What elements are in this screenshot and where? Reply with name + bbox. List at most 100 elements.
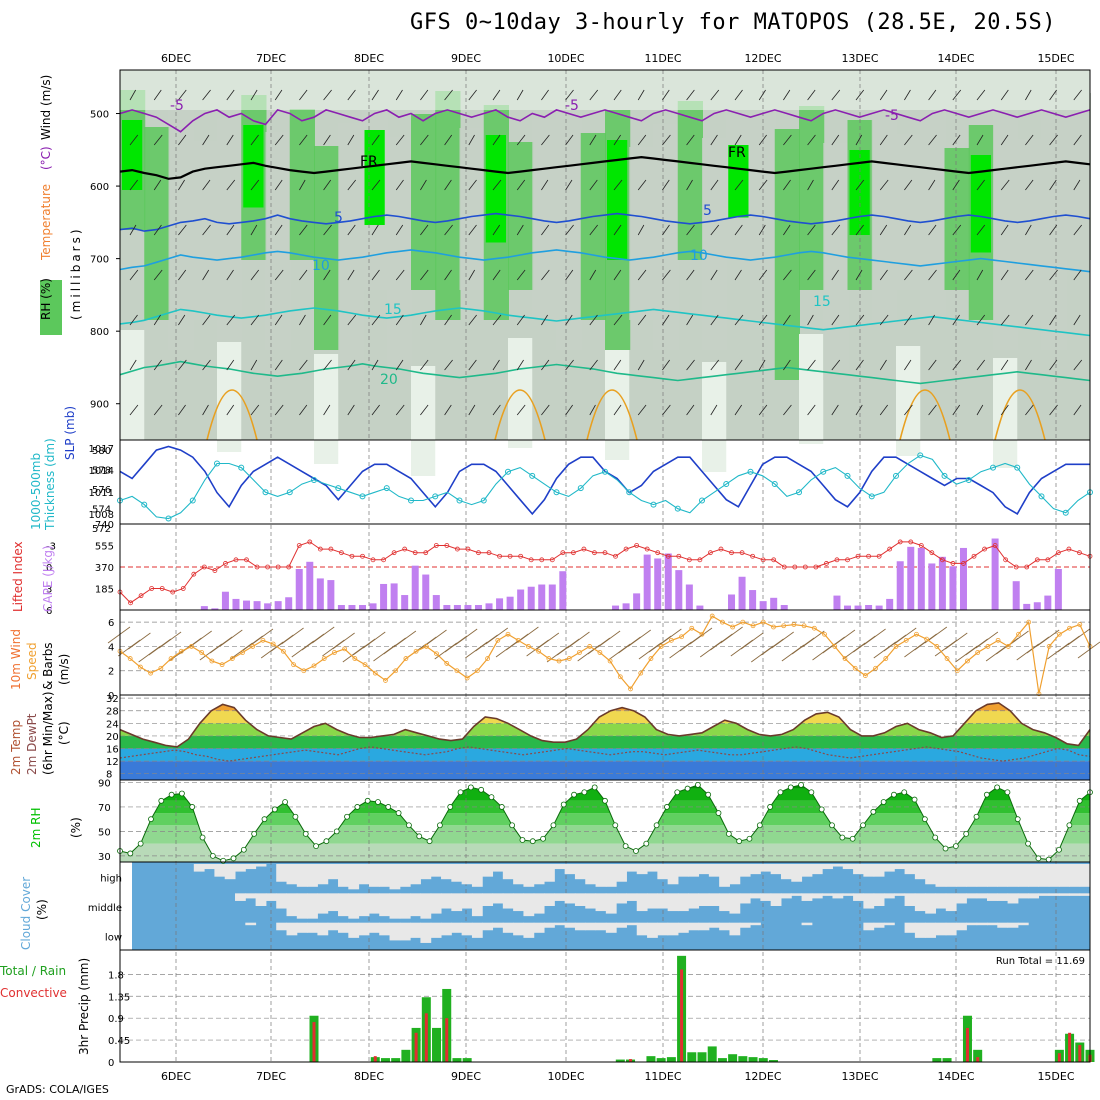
- cape-bar: [200, 606, 208, 610]
- lifted-index-point: [1003, 557, 1009, 563]
- lifted-index-point: [254, 564, 260, 570]
- wind-barb: [250, 314, 260, 326]
- wind-barb-10m: [720, 626, 743, 644]
- cloud-clear-cell: [574, 864, 586, 880]
- cloud-clear-cell: [657, 922, 669, 936]
- rh-point: [715, 810, 722, 816]
- wind-speed-point: [903, 637, 909, 643]
- wind-speed-point: [638, 670, 644, 676]
- cloud-clear-cell: [832, 893, 844, 899]
- top-day-label: 10DEC: [547, 52, 584, 65]
- rh-point: [261, 816, 268, 823]
- precip-total-bar: [932, 1058, 942, 1062]
- wind-speed-point: [720, 619, 725, 625]
- rh-tick-label: 50: [98, 827, 111, 838]
- cloud-clear-cell: [719, 893, 730, 912]
- cape-bar: [337, 605, 345, 610]
- cloud-clear-cell: [214, 864, 226, 877]
- cloud-clear-cell: [513, 864, 524, 885]
- cloud-clear-cell: [482, 922, 494, 931]
- precip-total-bar: [401, 1049, 411, 1062]
- cloud-clear-cell: [338, 864, 349, 887]
- rh-point: [395, 810, 402, 816]
- cloud-clear-cell: [430, 922, 442, 938]
- rh-point: [1045, 856, 1052, 863]
- cloud-clear-cell: [564, 893, 576, 904]
- rh-band: [993, 102, 1019, 350]
- wind-barb: [541, 134, 550, 146]
- rh-point: [664, 804, 670, 810]
- wind-barb-10m: [567, 631, 590, 649]
- thickness-line-point: [602, 468, 608, 475]
- cloud-clear-cell: [276, 922, 288, 931]
- rh-dry: [120, 330, 145, 440]
- cape-bar: [274, 601, 282, 610]
- wind-barb: [1049, 134, 1058, 146]
- cloud-clear-cell: [441, 893, 452, 909]
- rh-band: [459, 128, 485, 290]
- rh-point: [550, 822, 557, 829]
- cloud-clear-cell: [368, 893, 380, 914]
- rh-point: [581, 789, 588, 796]
- wind-barb: [178, 89, 187, 101]
- wind-speed-point: [975, 650, 981, 655]
- wind-speed-point: [485, 656, 490, 661]
- wind-barb: [1049, 224, 1058, 236]
- wind-speed-point: [362, 662, 368, 668]
- cape-bar: [854, 605, 862, 610]
- precip-tick-label: 1.35: [108, 992, 130, 1003]
- cloud-clear-cell: [853, 864, 864, 875]
- cloud-clear-cell: [379, 893, 391, 917]
- lifted-index-point: [708, 550, 713, 556]
- bottom-day-label: 15DEC: [1037, 1070, 1074, 1083]
- rh-band: [799, 106, 825, 290]
- cape-bar: [517, 589, 525, 610]
- cloud-clear-cell: [1038, 864, 1050, 887]
- cape-bar: [221, 591, 229, 610]
- rh-band: [435, 91, 461, 320]
- lifted-index-point: [423, 550, 429, 556]
- wind-barb: [178, 404, 186, 416]
- wind-barb: [420, 404, 429, 416]
- lifted-index-point: [159, 586, 165, 591]
- wind-barb: [758, 224, 766, 236]
- lifted-index-point: [244, 557, 249, 563]
- cloud-clear-cell: [616, 893, 627, 904]
- wind-speed-point: [679, 634, 684, 640]
- cape-bar: [401, 595, 409, 610]
- cloud-clear-cell: [399, 922, 411, 941]
- rh-dry: [508, 338, 533, 448]
- wind-barb: [613, 224, 622, 236]
- cloud-clear-cell: [296, 864, 308, 887]
- wind-speed-point: [342, 646, 348, 652]
- cloud-clear-cell: [667, 864, 679, 885]
- run-total-label: Run Total = 11.69: [996, 956, 1085, 967]
- wind-barb: [904, 359, 912, 371]
- wind-speed-point: [219, 662, 225, 668]
- top-day-label: 6DEC: [161, 52, 191, 65]
- cloud-clear-cell: [914, 864, 926, 880]
- wind-barb: [274, 134, 284, 146]
- wind-barb: [1049, 179, 1057, 191]
- cape-bar: [696, 605, 704, 610]
- cloud-clear-cell: [204, 864, 215, 870]
- cape-bar: [211, 608, 219, 610]
- wind-barb: [928, 224, 937, 236]
- wind-barb: [710, 224, 720, 236]
- wind-barb: [420, 224, 429, 236]
- cape-bar: [633, 593, 641, 610]
- wind-barb: [637, 314, 647, 326]
- rh-band: [217, 118, 243, 350]
- wind-barb: [589, 359, 598, 371]
- cloud-clear-cell: [770, 893, 782, 906]
- wind-barb: [758, 134, 767, 146]
- wind-barb: [613, 359, 622, 371]
- wind-barb: [613, 179, 623, 191]
- lifted-index-point: [686, 557, 692, 563]
- cloud-clear-cell: [1069, 864, 1081, 887]
- chart-title: GFS 0~10day 3-hourly for MATOPOS (28.5E,…: [410, 10, 1057, 35]
- lifted-index-point: [370, 557, 376, 563]
- wind-barb-10m: [485, 627, 509, 645]
- wind-barb: [492, 134, 501, 146]
- cloud-clear-cell: [523, 893, 535, 917]
